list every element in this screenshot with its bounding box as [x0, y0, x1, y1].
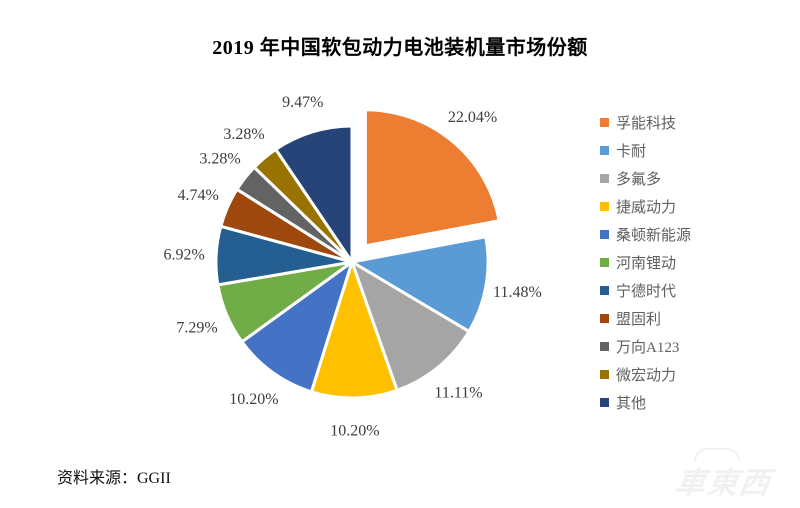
legend-item-8: 万向A123 [600, 332, 691, 360]
pie-label-0: 22.04% [448, 109, 497, 126]
legend-item-2: 多氟多 [600, 164, 691, 192]
legend-item-3: 捷威动力 [600, 192, 691, 220]
legend-label: 桑顿新能源 [616, 227, 692, 244]
legend-item-5: 河南锂动 [600, 248, 691, 276]
legend-item-10: 其他 [600, 388, 691, 416]
legend-swatch-icon [600, 313, 609, 323]
pie-label-5: 7.29% [176, 320, 217, 337]
pie-label-2: 11.11% [434, 385, 482, 402]
pie-slice-10 [274, 124, 354, 264]
legend-swatch-icon [600, 201, 609, 211]
legend-label: 盟固利 [616, 311, 662, 328]
legend-label: 捷威动力 [616, 199, 677, 216]
pie-label-3: 10.20% [330, 423, 379, 440]
pie-slice-0 [363, 108, 501, 248]
pie-label-9: 3.28% [223, 126, 264, 143]
legend: 孚能科技卡耐多氟多捷威动力桑顿新能源河南锂动宁德时代盟固利万向A123 微宏动力其… [600, 108, 691, 416]
legend-item-6: 宁德时代 [600, 276, 691, 304]
legend-swatch-icon [600, 397, 609, 407]
legend-label: 其他 [616, 395, 647, 412]
legend-item-0: 孚能科技 [600, 108, 691, 136]
legend-label: 多氟多 [616, 171, 662, 188]
pie-slice-2 [350, 260, 471, 392]
legend-swatch-icon [600, 145, 609, 155]
legend-label: 卡耐 [616, 143, 647, 160]
legend-label: 孚能科技 [616, 115, 677, 132]
legend-swatch-icon [600, 257, 609, 267]
legend-item-1: 卡耐 [600, 136, 691, 164]
legend-swatch-icon [600, 229, 609, 239]
pie-label-10: 9.47% [282, 94, 323, 111]
legend-item-7: 盟固利 [600, 304, 691, 332]
pie-slice-1 [350, 235, 490, 333]
pie-label-1: 11.48% [493, 284, 542, 301]
legend-swatch-icon [600, 341, 609, 351]
legend-label: 宁德时代 [616, 283, 677, 300]
legend-swatch-icon [600, 173, 609, 183]
legend-item-4: 桑顿新能源 [600, 220, 691, 248]
legend-label: 河南锂动 [616, 255, 677, 272]
legend-label: 万向A123 [616, 339, 680, 356]
legend-item-9: 微宏动力 [600, 360, 691, 388]
legend-label: 微宏动力 [616, 367, 677, 384]
pie-slice-3 [309, 260, 399, 400]
chart-title: 2019 年中国软包动力电池装机量市场份额 [212, 37, 588, 59]
pie-label-7: 4.74% [178, 187, 219, 204]
legend-swatch-icon [600, 369, 609, 379]
pie-slice-4 [240, 260, 354, 394]
legend-swatch-icon [600, 285, 609, 295]
watermark-logo: 車東西 [673, 467, 774, 500]
source-note: 资料来源：GGII [57, 470, 171, 487]
pie-label-4: 10.20% [229, 391, 278, 408]
pie-label-8: 3.28% [199, 151, 240, 168]
pie-label-6: 6.92% [164, 246, 205, 263]
legend-swatch-icon [600, 117, 609, 127]
